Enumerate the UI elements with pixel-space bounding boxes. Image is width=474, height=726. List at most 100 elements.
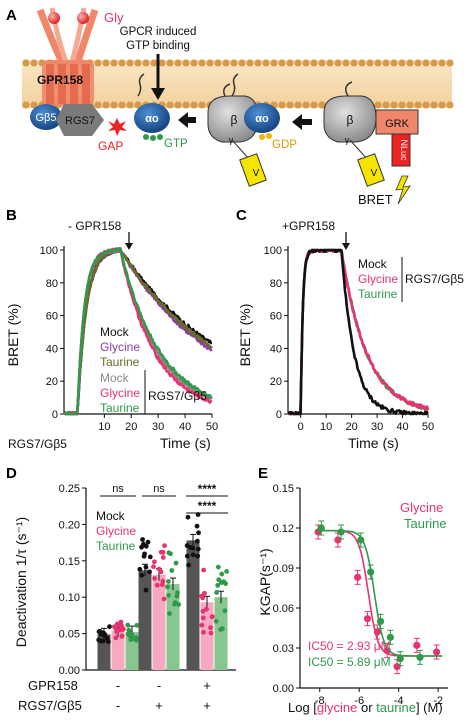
row-rgs7-label: RGS7/Gβ5 [18,698,82,713]
lipid-head [294,101,302,109]
data-point [173,560,179,566]
data-point [162,543,167,549]
sig-label-4: **** [198,499,217,513]
data-point [190,545,196,551]
data-point [190,552,196,558]
bret-label: BRET [358,192,393,207]
data-point [208,625,213,631]
data-point [140,537,145,542]
lipid-head [230,59,238,67]
panel-c-axes: 0 20 40 60 80 100 0 10 20 30 40 50 [264,245,434,433]
gdp-dot [259,134,265,140]
y-tick-label: 0.25 [59,483,80,495]
gtp-label: GTP [164,138,188,150]
lipid-head [406,101,414,109]
x-tick-label: -2 [433,695,443,707]
row2-mark-1: - [116,698,120,713]
nluc-box [391,133,411,167]
data-point [196,530,201,536]
data-point [158,569,164,575]
panel-d-axes: 0.00 0.05 0.10 0.15 0.20 0.25 [59,483,236,677]
lipid-head [374,59,382,67]
lipid-head [318,101,326,109]
lipid-head [310,59,318,67]
panel-d-letter: D [6,465,17,482]
data-point-glycine [413,641,421,649]
lipid-anchor [345,81,353,97]
data-point [134,622,140,628]
lipid-head [326,59,334,67]
y-tick-label: 0.00 [273,683,294,695]
panel-c: C +GPR158 0 20 40 60 80 100 0 10 20 30 40 50 BRET (… [236,207,464,451]
gpr158-receptor [36,7,99,106]
data-point [125,622,131,628]
data-point-taurine [337,528,345,536]
data-point [104,635,110,641]
data-point [215,564,221,570]
data-point-glycine [383,647,391,655]
data-point [168,551,173,557]
data-point [195,546,201,552]
beta-label: β [231,113,238,127]
data-point [185,514,191,520]
panel-c-series-line [287,248,429,416]
lipid-head [254,59,262,67]
panel-b-legend-taurine: Taurine [100,355,140,369]
gly-ball-left [48,12,60,24]
data-point [160,578,166,584]
data-point [145,539,151,545]
gamma-label: γ [229,135,234,145]
lipid-head [206,59,214,67]
x-tick-label: 10 [98,421,110,433]
lipid-head [374,101,382,109]
lipid-head [430,59,438,67]
data-point-glycine [432,648,441,656]
venus-box-2 [357,153,385,187]
lipid-head [198,59,206,67]
x-tick-label: -4 [394,695,404,707]
y-tick-label: 100 [264,245,282,257]
panel-e-xlabel: Log [glycine or taurine] (M) [288,700,443,715]
alpha-o-label-2: αo [255,113,269,125]
data-point [159,582,165,588]
y-tick-label: 0.20 [59,519,80,531]
panel-c-ylabel: BRET (%) [237,304,253,367]
lipid-head [126,59,134,67]
data-point [107,624,112,630]
panel-c-curves [286,248,430,416]
fit-curve-glycine [315,529,443,657]
panel-c-legend-group: RGS7/Gβ5 [405,272,464,286]
lipid-head [190,101,198,109]
lipid-head [30,59,38,67]
xlabel-part-or: or [357,700,376,715]
bar-mock [186,540,200,670]
data-point [143,587,149,593]
panel-c-legend-taurine: Taurine [358,287,398,301]
data-point-taurine [396,655,404,663]
panel-c-xlabel: Time (s) [348,435,399,451]
y-tick-label: 20 [270,376,282,388]
gdp-label: GDP [272,139,297,151]
gb5-protein [30,104,62,130]
data-point [101,630,107,636]
gpr158-label: GPR158 [37,73,83,87]
data-point [133,635,139,640]
panel-b-arrow-head-icon [125,243,133,250]
y-tick-label: 0.15 [59,556,80,568]
lipid-head [342,59,350,67]
lipid-head [174,59,182,67]
panel-b-ylabel: BRET (%) [5,304,21,367]
panel-e-ylabel: KGAP(s⁻¹) [257,548,273,615]
panel-b-xlabel: Time (s) [160,435,211,451]
y-tick-label: 80 [270,278,282,290]
y-tick-label: 40 [270,343,282,355]
data-point-taurine [416,653,424,661]
lipid-head [446,59,454,67]
y-tick-label: 100 [40,245,58,257]
lipid-head [198,101,206,109]
data-point [125,631,131,636]
lipid-head [190,59,198,67]
gb5-label: Gβ5 [35,112,56,124]
data-point-taurine [376,617,385,625]
lipid-head [102,59,110,67]
